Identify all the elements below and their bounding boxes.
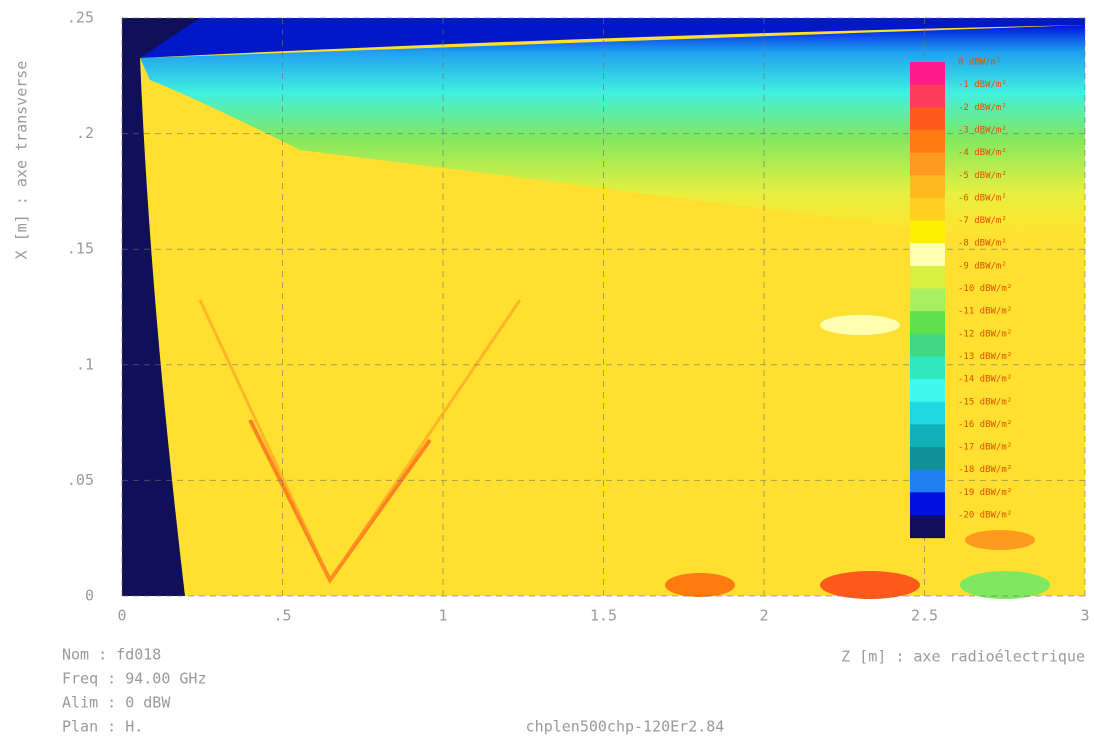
- colorbar-level: [910, 379, 945, 403]
- colorbar-label: -11 dBW/m²: [958, 307, 1012, 317]
- y-tick-label: .25: [67, 9, 94, 27]
- colorbar-label: -15 dBW/m²: [958, 397, 1012, 407]
- colorbar-level: [910, 333, 945, 357]
- y-tick-label: .15: [67, 240, 94, 258]
- colorbar-label: -5 dBW/m²: [958, 171, 1007, 181]
- x-tick-label: 2: [759, 607, 768, 625]
- info-line: Alim : 0 dBW: [62, 694, 171, 712]
- colorbar-label: -9 dBW/m²: [958, 261, 1007, 271]
- x-axis-label: Z [m] : axe radioélectrique: [841, 648, 1085, 666]
- colorbar-level: [910, 469, 945, 493]
- y-tick-label: .1: [76, 355, 94, 373]
- colorbar-label: -13 dBW/m²: [958, 352, 1012, 362]
- x-tick-label: 0: [117, 607, 126, 625]
- colorbar-label: -17 dBW/m²: [958, 443, 1012, 453]
- field-pattern: [820, 315, 900, 335]
- colorbar-level: [910, 175, 945, 199]
- colorbar-label: -4 dBW/m²: [958, 148, 1007, 158]
- y-tick-label: .05: [67, 471, 94, 489]
- field-pattern: [960, 571, 1050, 599]
- field-pattern: [965, 530, 1035, 550]
- colorbar-level: [910, 424, 945, 448]
- field-top-band: [140, 25, 1085, 250]
- colorbar-level: [910, 401, 945, 425]
- colorbar-level: [910, 288, 945, 312]
- footer: chplen500chp-120Er2.84: [526, 718, 725, 736]
- y-tick-label: .2: [76, 124, 94, 142]
- colorbar-label: -16 dBW/m²: [958, 420, 1012, 430]
- colorbar-label: -1 dBW/m²: [958, 80, 1007, 90]
- colorbar-label: -8 dBW/m²: [958, 239, 1007, 249]
- colorbar-label: -7 dBW/m²: [958, 216, 1007, 226]
- colorbar-label: -6 dBW/m²: [958, 193, 1007, 203]
- colorbar-level: [910, 265, 945, 289]
- colorbar-level: [910, 129, 945, 154]
- x-tick-label: 1: [438, 607, 447, 625]
- colorbar-label: -20 dBW/m²: [958, 511, 1012, 521]
- colorbar-label: 0 dBW/m²: [958, 58, 1001, 68]
- field-pattern: [198, 299, 522, 584]
- y-axis-label: X [m] : axe transverse: [13, 61, 31, 260]
- field-edge: [122, 18, 1085, 58]
- colorbar-label: -12 dBW/m²: [958, 329, 1012, 339]
- colorbar-label: -18 dBW/m²: [958, 465, 1012, 475]
- colorbar-level: [910, 62, 945, 86]
- x-tick-label: 1.5: [590, 607, 617, 625]
- info-line: Freq : 94.00 GHz: [62, 670, 207, 688]
- colorbar-label: -19 dBW/m²: [958, 488, 1012, 498]
- colorbar-level: [910, 152, 945, 176]
- colorbar-level: [910, 311, 945, 335]
- colorbar-level: [910, 492, 945, 516]
- x-tick-label: 2.5: [911, 607, 938, 625]
- x-tick-label: .5: [273, 607, 291, 625]
- colorbar-level: [910, 243, 945, 267]
- field-pattern: [665, 573, 735, 597]
- colorbar-label: -3 dBW/m²: [958, 125, 1007, 135]
- info-line: Plan : H.: [62, 718, 143, 736]
- field-shadow: [122, 18, 200, 596]
- colorbar-level: [910, 356, 945, 380]
- colorbar-level: [910, 447, 945, 471]
- colorbar-label: -14 dBW/m²: [958, 375, 1012, 385]
- colorbar-level: [910, 197, 945, 222]
- y-tick-label: 0: [85, 587, 94, 605]
- colorbar-label: -10 dBW/m²: [958, 284, 1012, 294]
- field-pattern: [820, 571, 920, 599]
- info-line: Nom : fd018: [62, 646, 161, 664]
- colorbar-label: -2 dBW/m²: [958, 103, 1007, 113]
- colorbar-level: [910, 515, 945, 539]
- colorbar-level: [910, 84, 945, 108]
- x-tick-label: 3: [1080, 607, 1089, 625]
- colorbar-level: [910, 107, 945, 131]
- colorbar-level: [910, 220, 945, 244]
